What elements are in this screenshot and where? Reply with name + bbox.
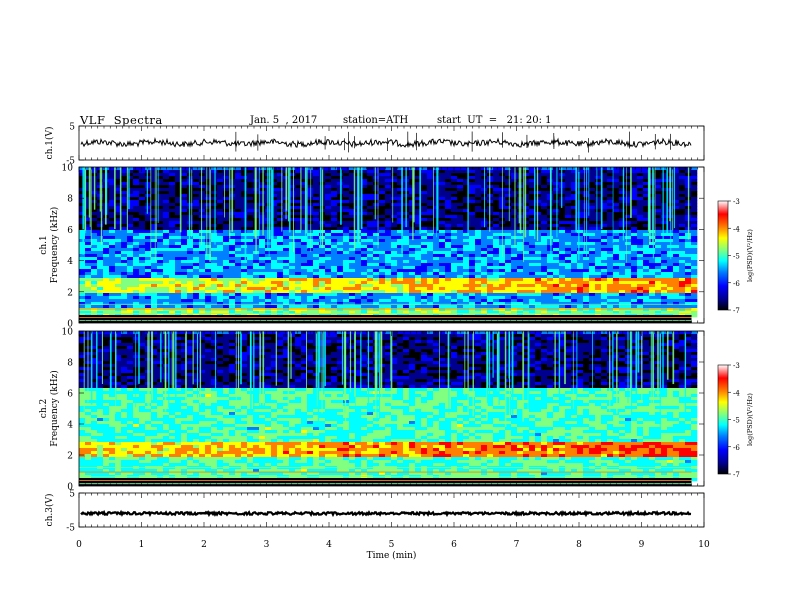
waveform-frame	[78, 492, 705, 528]
y-tick-label: 6	[67, 226, 73, 236]
x-tick-label: 4	[326, 540, 332, 550]
colorbar-gradient	[717, 364, 729, 475]
x-tick-label: 7	[514, 540, 520, 550]
spectrogram-cells	[79, 167, 698, 323]
y-tick-label: -5	[66, 524, 75, 534]
y-tick-label: -5	[66, 157, 75, 167]
colorbar-tick-label: -4	[733, 225, 740, 233]
y-tick-label: 5	[69, 490, 75, 500]
x-tick-label: 3	[264, 540, 270, 550]
chart-title: VLF Spectra	[80, 113, 163, 127]
colorbar-tick-label: -5	[733, 417, 740, 425]
spectrogram-ylabel-channel: ch.1	[39, 235, 49, 254]
y-tick-label: 6	[67, 390, 73, 400]
colorbar-label: log(PSD)(V²/Hz)	[746, 393, 754, 446]
spectrogram-ylabel-frequency: Frequency (kHz)	[49, 370, 60, 447]
waveform-panel-0: 5 -5 ch.1(V)	[44, 123, 705, 167]
colorbar-gradient	[717, 200, 729, 311]
spectrogram-panel-1: 0 2 4 6 8 10 ch.1 Frequency (kHz) -3 -4 -5 -6 -7 log(…	[39, 164, 754, 330]
date-label: Jan. 5 , 2017	[250, 115, 318, 126]
x-tick-label: 2	[201, 540, 207, 550]
waveform-trace	[80, 509, 692, 518]
waveform-ylabel: ch.3(V)	[44, 494, 55, 527]
y-tick-label: 5	[69, 123, 75, 133]
y-tick-label: 8	[67, 195, 73, 205]
colorbar-tick-label: -3	[733, 198, 740, 206]
x-tick-label: 0	[76, 540, 82, 550]
colorbar: -3 -4 -5 -6 -7 log(PSD)(V²/Hz)	[717, 198, 754, 315]
spectrogram-panel-2: 0 2 4 6 8 10 ch.2 Frequency (kHz) -3 -4 -5 -6 -7 log(…	[39, 328, 754, 493]
colorbar-tick-label: -4	[733, 389, 740, 397]
x-tick-label: 5	[389, 540, 395, 550]
y-tick-label: 0	[67, 320, 73, 330]
colorbar-label: log(PSD)(V²/Hz)	[746, 229, 754, 282]
y-tick-label: 10	[62, 164, 74, 174]
colorbar-tick-label: -6	[733, 280, 740, 288]
colorbar-tick-label: -7	[733, 471, 740, 479]
colorbar-tick-label: -6	[733, 444, 740, 452]
y-tick-label: 8	[67, 359, 73, 369]
y-tick-label: 2	[67, 452, 73, 462]
waveform-trace	[80, 137, 692, 149]
y-tick-label: 0	[67, 483, 73, 493]
y-tick-label: 2	[67, 288, 73, 298]
start-time-label: start UT = 21: 20: 1	[437, 115, 552, 126]
y-tick-label: 4	[67, 421, 73, 431]
spectrogram-ylabel-frequency: Frequency (kHz)	[49, 207, 60, 284]
colorbar-tick-label: -7	[733, 307, 740, 315]
x-tick-label: 9	[639, 540, 645, 550]
spectrogram-ylabel-channel: ch.2	[39, 399, 49, 418]
colorbar-tick-label: -5	[733, 253, 740, 261]
station-label: station=ATH	[343, 115, 409, 126]
colorbar-tick-label: -3	[733, 362, 740, 370]
waveform-panel-3: 5 -5 ch.3(V) 0 1 2 3 4 5 6 7 8 9 10 Time (min)	[44, 490, 710, 562]
colorbar: -3 -4 -5 -6 -7 log(PSD)(V²/Hz)	[717, 362, 754, 479]
y-tick-label: 10	[62, 328, 74, 338]
x-tick-label: 10	[698, 540, 710, 550]
x-tick-label: 1	[139, 540, 145, 550]
x-axis-label: Time (min)	[367, 550, 417, 561]
waveform-ylabel: ch.1(V)	[44, 127, 55, 160]
x-tick-label: 8	[576, 540, 582, 550]
y-tick-label: 4	[67, 257, 73, 267]
x-tick-label: 6	[451, 540, 457, 550]
